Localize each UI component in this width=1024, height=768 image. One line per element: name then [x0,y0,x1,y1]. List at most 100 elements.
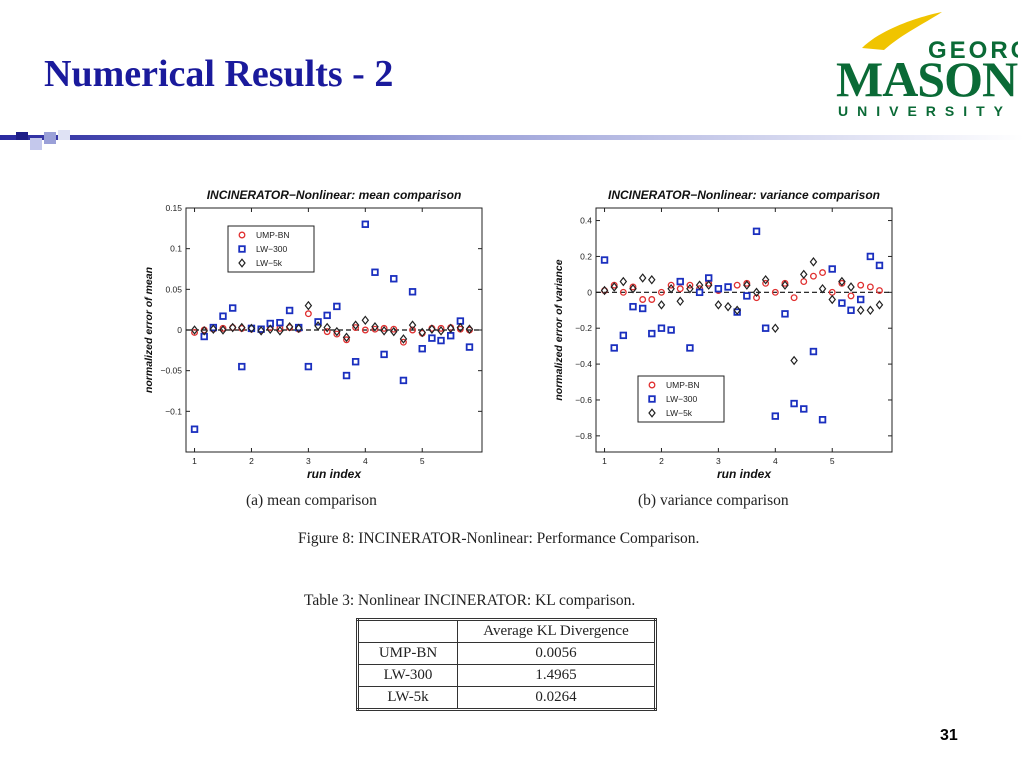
data-point [333,302,341,311]
data-point [771,288,779,296]
x-tick-label: 2 [659,456,664,466]
data-point [190,425,199,433]
data-point [743,280,751,290]
legend-label: LW−300 [666,394,698,404]
data-point [191,328,198,336]
logo-mason: MASON [836,51,1018,107]
x-tick-label: 5 [420,456,425,466]
table-cell-method: LW-5k [357,686,458,710]
x-axis-label: run index [717,467,772,481]
subcaption-a: (a) mean comparison [246,492,377,509]
legend-marker [238,231,246,239]
data-point [323,311,331,320]
legend-label: LW−5k [256,258,283,268]
y-axis-label: normalized error of variance [553,259,565,400]
data-point [285,321,294,332]
data-point [838,276,846,287]
data-point [409,326,417,334]
data-point [276,326,284,336]
data-point [638,273,647,283]
data-point [238,322,246,333]
chart-title: INCINERATOR−Nonlinear: mean comparison [207,188,462,202]
data-point [619,288,627,296]
data-point [790,294,798,302]
data-point [686,283,694,294]
data-point [704,280,713,290]
data-point [667,326,675,334]
data-point [648,274,656,285]
data-point [847,292,855,300]
x-tick-label: 2 [249,456,254,466]
data-point [818,416,827,424]
data-point [351,358,360,366]
y-tick-label: 0 [177,325,182,335]
data-point [304,362,313,371]
legend-marker [648,381,656,389]
data-point [399,334,408,344]
data-point [762,279,770,287]
data-point [285,306,294,315]
data-point [304,300,313,311]
data-point [875,261,884,270]
data-point [857,281,865,289]
data-point [465,324,474,334]
table-caption: Table 3: Nonlinear INCINERATOR: KL compa… [304,592,636,609]
legend-label: UMP-BN [256,230,290,240]
data-point [390,326,398,337]
data-point [828,265,836,273]
data-point [809,257,818,267]
data-point [314,321,322,331]
data-point [190,325,199,335]
kl-table: Average KL Divergence UMP-BN 0.0056 LW-3… [356,618,657,711]
data-point [209,324,218,334]
table-header-cell: Average KL Divergence [457,619,656,643]
data-point [418,327,426,338]
y-axis-label: normalized error of mean [143,267,155,393]
data-point [371,321,379,332]
data-point [619,276,628,287]
data-point [418,345,426,353]
data-point [876,287,883,294]
y-tick-label: 0.05 [165,284,182,294]
data-point [771,412,780,420]
data-point [428,324,436,334]
data-point [667,283,675,294]
data-point [648,296,656,303]
table-cell-method: LW-300 [357,664,458,687]
data-point [856,305,865,316]
y-tick-label: −0.2 [575,323,592,333]
data-point [619,331,628,340]
data-point [847,306,855,314]
table-cell-kl: 1.4965 [457,664,656,687]
series-square [600,227,884,424]
data-point [408,320,417,330]
data-point [361,326,369,334]
data-point [657,300,666,310]
x-tick-label: 5 [830,456,835,466]
series-diamond [190,300,474,344]
data-point [733,305,741,316]
data-point [437,324,445,332]
legend-marker [648,395,656,403]
data-point [446,331,455,340]
variance-comparison-chart: INCINERATOR−Nonlinear: variance comparis… [553,188,893,481]
data-point [361,220,370,228]
y-tick-label: 0.4 [580,216,592,226]
data-point [371,268,379,276]
logo-george: GEORGE [928,37,1018,64]
legend: UMP-BN LW−300 LW−5k [637,375,725,423]
table-cell-kl: 0.0264 [457,686,656,710]
data-point [856,295,865,304]
data-point [352,324,360,332]
x-axis-label: run index [307,467,362,481]
data-point [600,285,609,296]
table-header-cell [357,619,458,643]
page-number: 31 [940,727,958,744]
data-point [714,285,723,293]
data-point [809,347,818,356]
x-tick-label: 1 [192,456,197,466]
data-point [408,288,417,296]
data-point [714,300,723,310]
legend-label: UMP-BN [666,380,700,390]
x-tick-label: 3 [306,456,311,466]
